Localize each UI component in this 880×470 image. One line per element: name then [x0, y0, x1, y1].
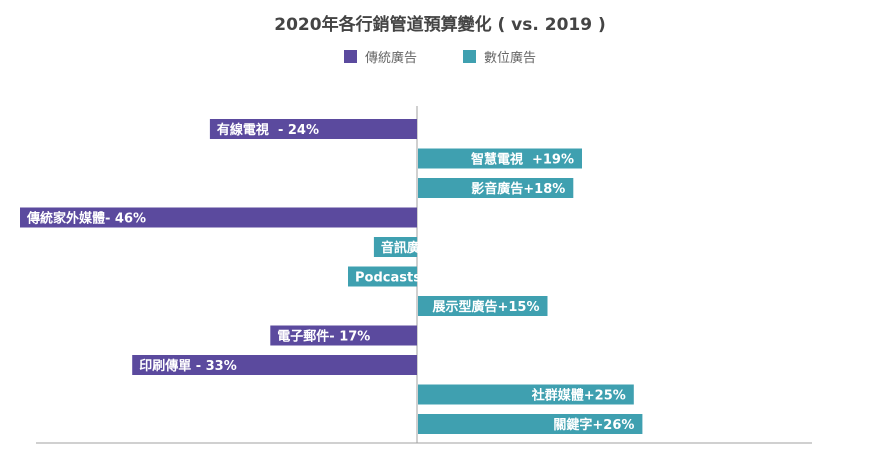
data-label: 社群媒體+25%: [531, 388, 626, 404]
bar-digital: [418, 384, 634, 405]
data-label: 電子郵件- 17%: [277, 329, 370, 345]
data-label: 音訊廣告 -5%: [381, 240, 465, 256]
bar-digital: [373, 237, 418, 257]
legend-item-traditional: 傳統廣告: [343, 47, 417, 66]
data-label: 傳統家外媒體- 46%: [26, 211, 146, 227]
data-label: 影音廣告+18%: [471, 181, 565, 197]
legend-label-traditional: 傳統廣告: [364, 51, 417, 66]
bar-digital: [418, 296, 548, 316]
data-label: 有線電視 - 24%: [217, 122, 319, 138]
legend-swatch-digital: [463, 50, 476, 63]
data-label: 關鍵字+26%: [553, 417, 634, 433]
bar-digital: [418, 178, 574, 198]
chart-title: 2020年各行銷管道預算變化 ( vs. 2019 ): [274, 15, 606, 35]
bar-digital: [348, 266, 417, 287]
bar-traditional: [132, 355, 417, 375]
bar-traditional: [20, 207, 417, 228]
legend-swatch-traditional: [343, 50, 357, 63]
data-label: 印刷傳單 - 33%: [139, 358, 237, 374]
data-label: 智慧電視 +19%: [471, 152, 574, 168]
bar-traditional: [270, 325, 417, 346]
legend-item-digital: 數位廣告: [463, 47, 536, 66]
legend-label-digital: 數位廣告: [484, 51, 537, 66]
data-label: 展示型廣告+15%: [432, 299, 539, 315]
bar-traditional: [209, 119, 417, 139]
bar-digital: [418, 414, 643, 434]
bar-digital: [418, 148, 582, 169]
data-label: Podcasts -8%: [355, 271, 453, 286]
legend: 傳統廣告 數位廣告: [0, 47, 880, 66]
